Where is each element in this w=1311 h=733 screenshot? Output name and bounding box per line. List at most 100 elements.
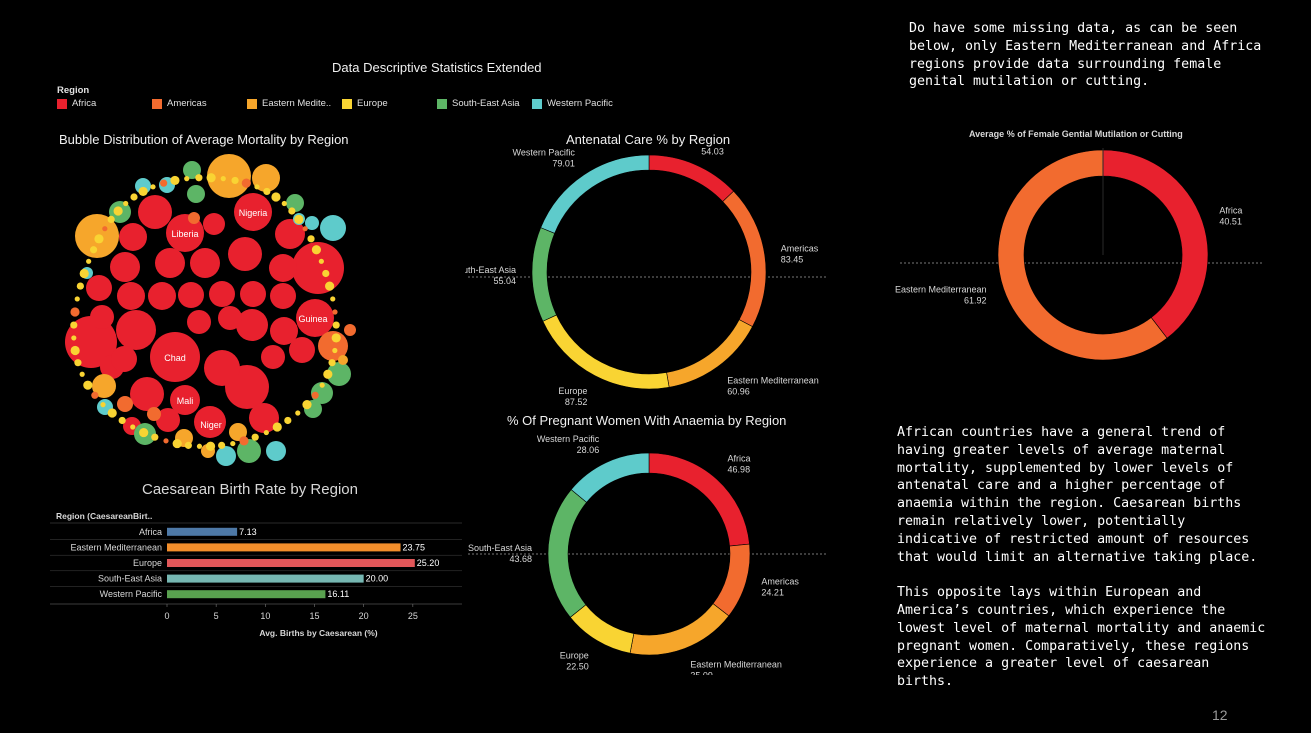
bubble[interactable] (102, 226, 108, 232)
legend-item-western-pacific[interactable]: Western Pacific (532, 98, 613, 109)
bubble[interactable] (190, 248, 220, 278)
bubble[interactable] (270, 283, 296, 309)
bubble[interactable] (332, 309, 338, 315)
bubble[interactable] (218, 306, 242, 330)
bubble[interactable] (331, 333, 341, 343)
bubble[interactable] (302, 400, 312, 410)
bubble[interactable] (209, 281, 235, 307)
bubble[interactable] (86, 275, 112, 301)
bubble[interactable] (311, 245, 322, 255)
bubble[interactable] (322, 269, 330, 278)
slice-americas[interactable] (722, 190, 767, 328)
bubble[interactable] (147, 407, 161, 421)
bar-south-east-asia[interactable] (167, 574, 364, 583)
bubble[interactable] (236, 309, 268, 341)
bubble[interactable] (170, 385, 200, 415)
bubble[interactable] (92, 374, 116, 398)
bubble[interactable] (156, 408, 180, 432)
bubble[interactable] (196, 443, 203, 449)
slice-africa[interactable] (648, 154, 735, 202)
bubble[interactable] (207, 154, 251, 198)
bubble[interactable] (307, 235, 315, 243)
legend-item-eastern-mediterranean[interactable]: Eastern Medite.. (247, 98, 331, 109)
bubble[interactable] (327, 362, 351, 386)
bubble[interactable] (151, 433, 159, 441)
bubble[interactable] (74, 359, 82, 367)
bubble[interactable] (295, 410, 301, 416)
bubble[interactable] (170, 175, 180, 186)
bubble[interactable] (286, 194, 304, 212)
bubble[interactable] (194, 406, 226, 438)
bubble[interactable] (70, 345, 80, 356)
bubble[interactable] (206, 173, 216, 183)
bubble[interactable] (203, 213, 225, 235)
bubble[interactable] (184, 176, 190, 182)
bubble[interactable] (281, 200, 287, 207)
bubble[interactable] (249, 403, 279, 433)
bubble[interactable] (240, 281, 266, 307)
bubble[interactable] (89, 246, 98, 254)
bubble[interactable] (70, 307, 80, 317)
bubble[interactable] (113, 206, 123, 216)
legend-item-africa[interactable]: Africa (57, 98, 96, 109)
bubble[interactable] (195, 174, 203, 182)
bubble[interactable] (332, 347, 338, 354)
bubble[interactable] (332, 321, 340, 329)
bubble[interactable] (118, 416, 126, 425)
bubble[interactable] (261, 345, 285, 369)
bubble[interactable] (123, 200, 129, 207)
bubble[interactable] (148, 282, 176, 310)
slice-africa[interactable] (1102, 149, 1209, 339)
bubble[interactable] (205, 441, 216, 451)
bubble[interactable] (187, 185, 205, 203)
bubble[interactable] (294, 214, 304, 224)
bubble[interactable] (252, 164, 280, 192)
bar-western-pacific[interactable] (167, 590, 326, 599)
slice-europe[interactable] (542, 314, 670, 390)
bubble[interactable] (71, 335, 77, 341)
legend-item-europe[interactable]: Europe (342, 98, 388, 109)
slice-eastern-mediterranean[interactable] (997, 149, 1168, 361)
bubble[interactable] (138, 186, 148, 197)
bubble[interactable] (138, 195, 172, 229)
bubble[interactable] (289, 337, 315, 363)
bubble[interactable] (269, 254, 297, 282)
bubble[interactable] (320, 215, 346, 241)
bubble[interactable] (74, 296, 80, 302)
slice-western-pacific[interactable] (540, 154, 650, 234)
bubble[interactable] (91, 391, 99, 399)
bubble[interactable] (86, 258, 92, 264)
bubble[interactable] (117, 282, 145, 310)
bar-europe[interactable] (167, 559, 415, 567)
bubble[interactable] (130, 193, 138, 201)
bubble[interactable] (292, 242, 344, 294)
bubble[interactable] (65, 316, 117, 368)
bubble[interactable] (218, 441, 226, 449)
bubble[interactable] (188, 212, 200, 224)
legend-item-americas[interactable]: Americas (152, 98, 207, 109)
bubble[interactable] (110, 252, 140, 282)
bubble[interactable] (241, 178, 251, 188)
slice-south-east-asia[interactable] (531, 227, 557, 322)
bubble[interactable] (187, 310, 211, 334)
bubble[interactable] (270, 317, 298, 345)
bubble[interactable] (330, 296, 336, 302)
bubble[interactable] (117, 396, 133, 412)
bubble[interactable] (160, 179, 168, 187)
bubble[interactable] (150, 184, 156, 190)
bubble[interactable] (130, 377, 164, 411)
bubble[interactable] (79, 268, 89, 279)
bubble[interactable] (172, 438, 182, 449)
bubble[interactable] (90, 305, 114, 329)
slice-europe[interactable] (569, 604, 635, 654)
bubble[interactable] (344, 324, 356, 336)
bubble[interactable] (231, 176, 239, 185)
bubble[interactable] (338, 355, 348, 365)
bubble[interactable] (323, 369, 333, 379)
bubble[interactable] (239, 436, 249, 446)
bubble[interactable] (230, 440, 236, 447)
bubble[interactable] (130, 424, 136, 430)
bubble[interactable] (116, 310, 156, 350)
slice-western-pacific[interactable] (570, 452, 650, 503)
bar-eastern-mediterranean[interactable] (167, 543, 401, 552)
